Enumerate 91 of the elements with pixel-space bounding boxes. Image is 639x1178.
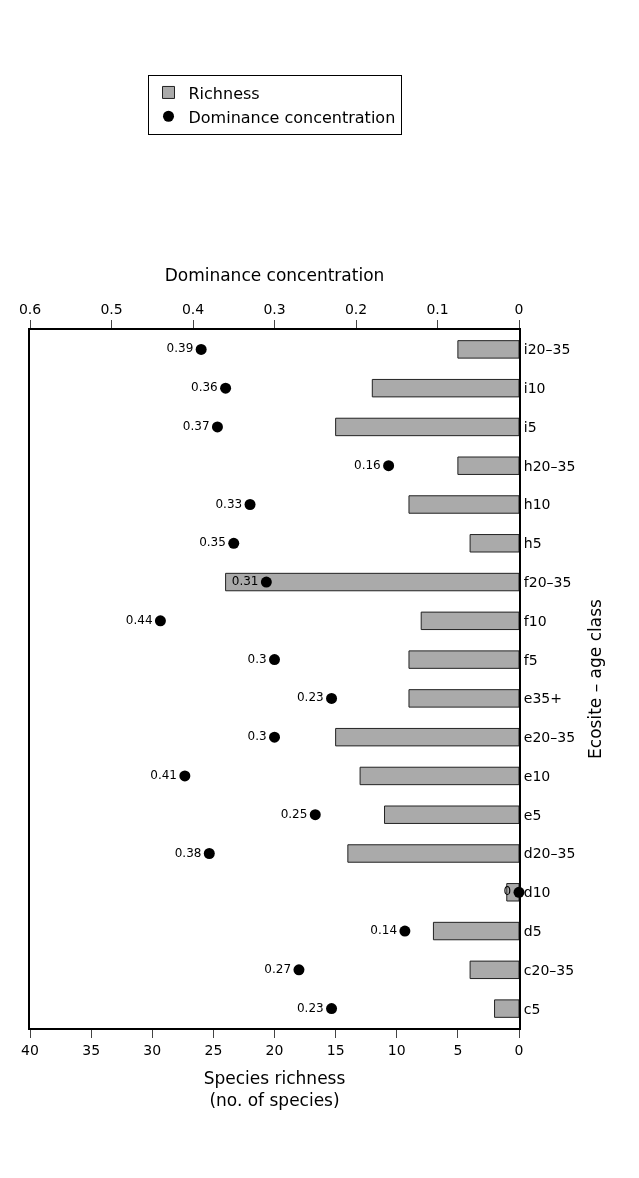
y-tick-label: f5 (523, 651, 538, 668)
data-label: 0.16 (354, 457, 381, 472)
data-label: 0.14 (370, 923, 398, 938)
x2-tick-label: 0 (514, 301, 524, 318)
x2-tick-label: 0.1 (426, 301, 449, 318)
point (293, 964, 305, 976)
bar (335, 727, 519, 747)
y-tick-label: d5 (523, 922, 542, 939)
data-label: 0.33 (215, 496, 243, 511)
y-tick-label: i5 (523, 418, 537, 435)
y-tick-label: d20–35 (523, 845, 576, 862)
point (220, 382, 232, 394)
data-label: 0 (503, 884, 512, 899)
bar (408, 689, 519, 708)
point (269, 731, 280, 743)
bar (469, 534, 519, 553)
point (211, 421, 223, 433)
point (179, 770, 191, 782)
point (260, 576, 272, 588)
data-label: 0.3 (247, 651, 267, 666)
bar (420, 611, 519, 631)
point (228, 537, 240, 549)
y-tick-label: e5 (523, 806, 542, 823)
data-label: 0.3 (247, 729, 267, 744)
y-tick-label: i10 (523, 380, 546, 397)
data-label: 0.38 (174, 845, 202, 860)
x2-tick-label: 0.6 (18, 301, 42, 318)
data-label: 0.37 (182, 418, 210, 433)
x-tick-label: 25 (204, 1041, 223, 1058)
point (383, 460, 395, 472)
x2-axis-title: Dominance concentration (164, 265, 385, 286)
bar (408, 495, 519, 514)
data-label: 0.44 (125, 612, 153, 627)
y-tick-label: c20–35 (523, 961, 575, 978)
point (309, 809, 321, 821)
point (203, 848, 215, 859)
data-label: 0.31 (231, 574, 259, 589)
x-tick-label: 20 (265, 1041, 284, 1058)
x-tick-label: 35 (82, 1041, 101, 1058)
bar (408, 650, 519, 669)
data-label: 0.25 (280, 806, 308, 821)
data-label: 0.27 (264, 961, 292, 976)
x2-tick-label: 0.3 (263, 301, 286, 318)
data-label: 0.41 (150, 767, 177, 782)
y-tick-label: d10 (523, 884, 551, 901)
bar (469, 960, 519, 980)
data-label: 0.23 (296, 690, 324, 705)
x-tick-label: 15 (326, 1041, 345, 1058)
data-label: 0.35 (199, 535, 226, 550)
legend-label: Dominance concentration (188, 107, 396, 127)
bar (457, 456, 519, 475)
x2-tick-label: 0.5 (100, 301, 123, 318)
x-tick-label: 0 (514, 1041, 524, 1058)
y-tick-label: h20–35 (523, 457, 576, 474)
x-axis-title: Species richness (no. of species) (203, 1067, 346, 1110)
bar (384, 805, 519, 824)
x-tick-label: 5 (453, 1041, 463, 1058)
point (269, 654, 280, 666)
bar (359, 766, 519, 786)
point (195, 343, 207, 355)
bar (347, 844, 519, 863)
legend-label: Richness (188, 83, 260, 103)
data-label: 0.39 (166, 341, 194, 356)
bar (335, 417, 519, 437)
y-tick-label: f20–35 (523, 573, 572, 590)
point (399, 925, 411, 937)
point (326, 1003, 338, 1015)
y-tick-label: i20–35 (523, 341, 571, 358)
y-tick-label: f10 (523, 612, 547, 629)
y-tick-label: h5 (523, 535, 542, 552)
bar (432, 921, 519, 941)
point (154, 615, 166, 627)
y-axis-title: Ecosite – age class (585, 598, 606, 759)
x-tick-label: 30 (143, 1041, 162, 1058)
point (326, 692, 338, 704)
bar (371, 378, 519, 398)
y-tick-label: h10 (523, 496, 551, 513)
x2-tick-label: 0.4 (181, 301, 205, 318)
bar (494, 999, 519, 1018)
x2-tick-label: 0.2 (344, 301, 368, 318)
y-tick-label: e10 (523, 767, 551, 784)
x-tick-label: 40 (21, 1041, 39, 1058)
y-tick-label: e20–35 (523, 729, 576, 746)
point (244, 499, 256, 510)
y-tick-label: c5 (523, 1000, 541, 1017)
bar (225, 572, 519, 592)
data-label: 0.23 (296, 1000, 324, 1015)
data-label: 0.36 (191, 380, 218, 395)
y-tick-label: e35+ (523, 690, 562, 707)
bar (457, 340, 519, 359)
x-tick-label: 10 (387, 1041, 406, 1058)
